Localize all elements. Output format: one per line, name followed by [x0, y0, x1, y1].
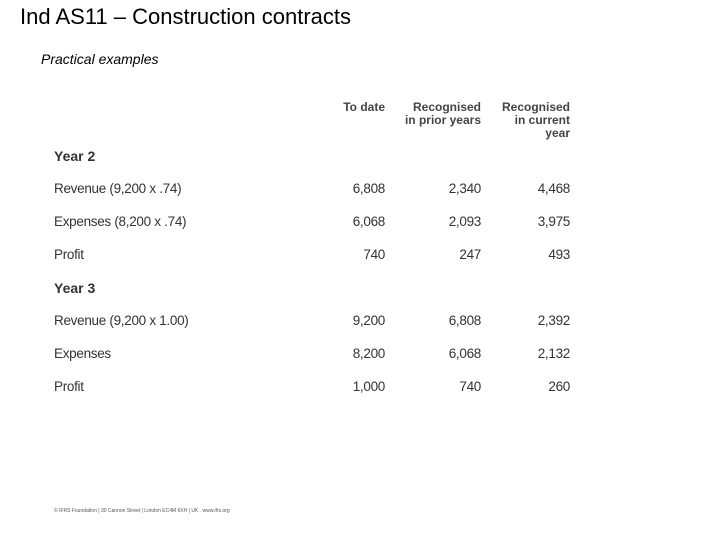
subtitle: Practical examples	[41, 51, 159, 67]
cell-value: 740	[459, 379, 481, 394]
cell-value: 8,200	[352, 346, 386, 361]
cell-value: 9,200	[352, 313, 386, 328]
row-label: Revenue (9,200 x .74)	[54, 181, 182, 196]
title: Ind AS11 – Construction contracts	[20, 4, 351, 29]
row-label: Profit	[54, 247, 84, 262]
column-header: Recognised in current year	[501, 100, 570, 140]
column-header: Recognised in prior years	[404, 100, 481, 127]
section-heading: Year 2	[54, 148, 96, 164]
cell-value: 6,068	[448, 346, 482, 361]
cell-value: 6,068	[352, 214, 386, 229]
section-heading: Year 3	[54, 280, 96, 296]
cell-value: 2,132	[537, 346, 571, 361]
cell-value: 2,093	[448, 214, 482, 229]
cell-value: 2,340	[448, 181, 482, 196]
column-header: To date	[343, 100, 385, 114]
cell-value: 3,975	[537, 214, 571, 229]
cell-value: 4,468	[537, 181, 571, 196]
cell-value: 2,392	[537, 313, 571, 328]
cell-value: 260	[548, 379, 570, 394]
cell-value: 1,000	[352, 379, 386, 394]
cell-value: 740	[363, 247, 385, 262]
row-label: Revenue (9,200 x 1.00)	[54, 313, 189, 328]
row-label: Expenses	[54, 346, 111, 361]
row-label: Expenses (8,200 x .74)	[54, 214, 187, 229]
cell-value: 493	[548, 247, 570, 262]
row-label: Profit	[54, 379, 84, 394]
footer: © IFRS Foundation | 30 Cannon Street | L…	[54, 508, 230, 514]
cell-value: 247	[459, 247, 481, 262]
cell-value: 6,808	[448, 313, 482, 328]
cell-value: 6,808	[352, 181, 386, 196]
